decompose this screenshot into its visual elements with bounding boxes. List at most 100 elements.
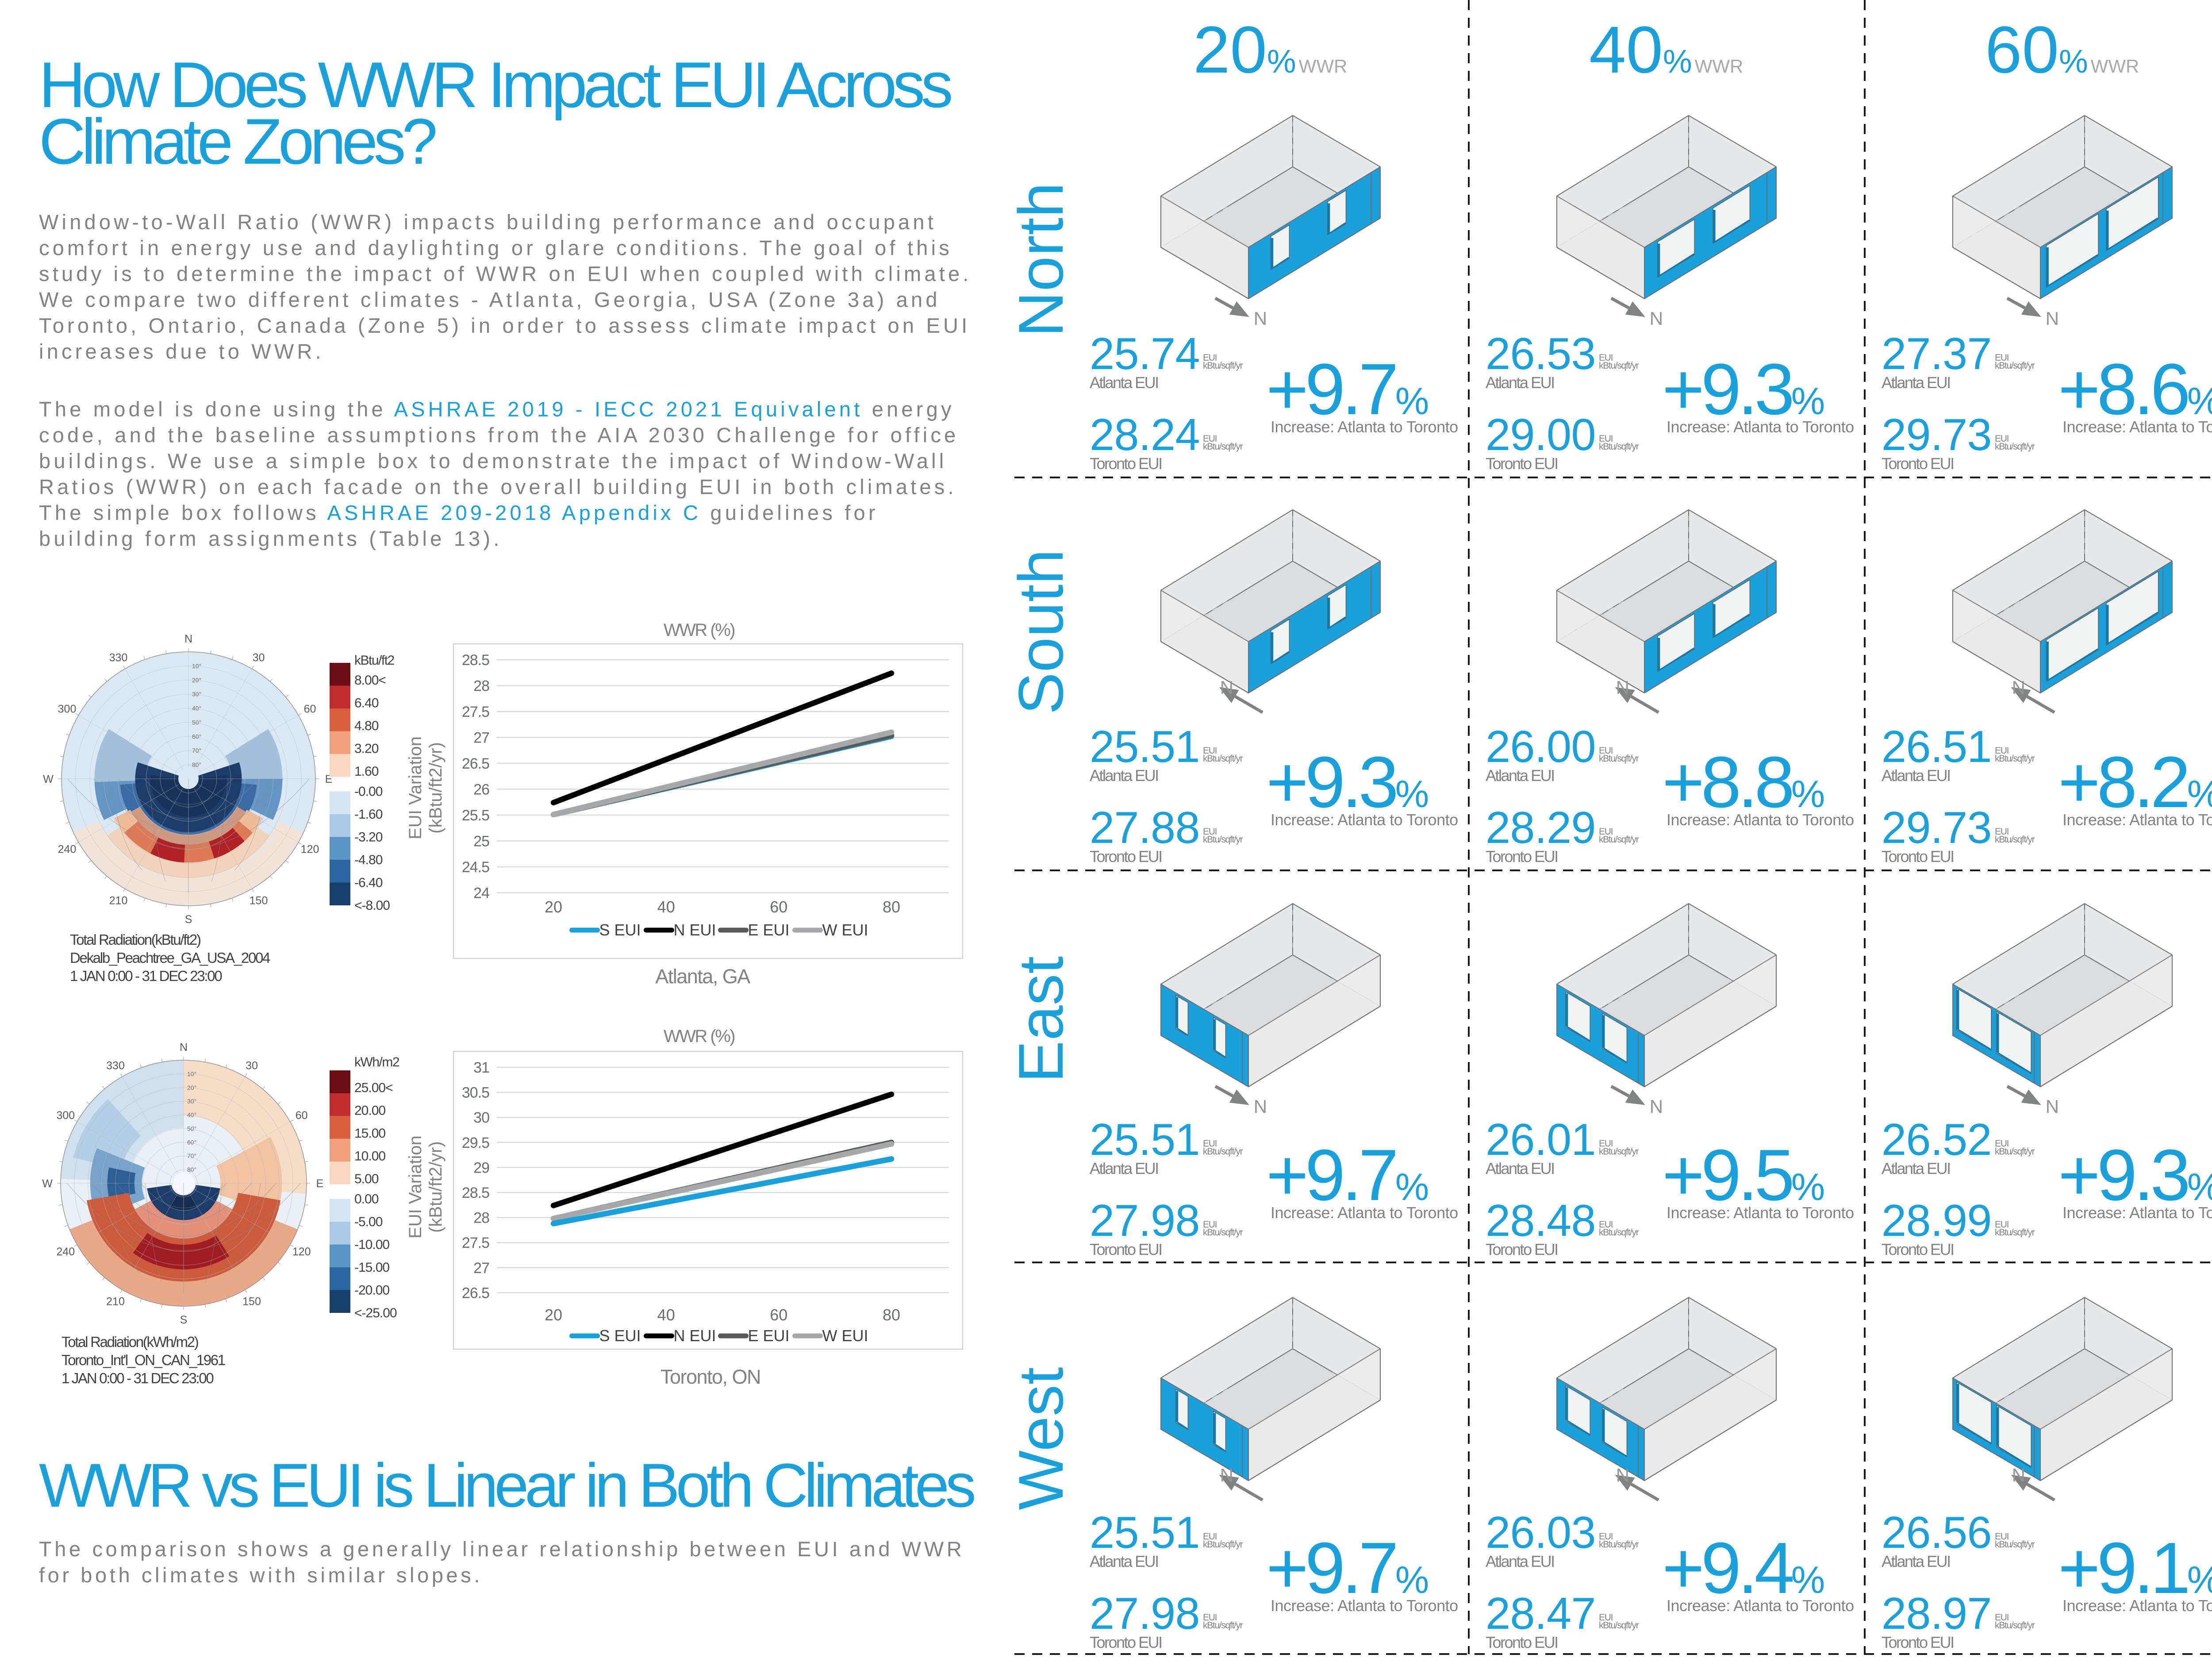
svg-text:EUI: EUI	[1203, 1531, 1217, 1542]
svg-text:EUI: EUI	[1599, 1531, 1613, 1542]
svg-text:60: 60	[304, 703, 316, 716]
svg-text:kBtu/sqft/yr: kBtu/sqft/yr	[1203, 361, 1243, 371]
svg-text:Toronto EUI: Toronto EUI	[1882, 454, 1954, 473]
svg-text:Increase: Atlanta to Toronto: Increase: Atlanta to Toronto	[1271, 1597, 1458, 1615]
svg-text:The simple box follows ASHRAE: The simple box follows ASHRAE 209-2018 A…	[39, 501, 879, 524]
svg-text:+9.7%: +9.7%	[1266, 1135, 1429, 1216]
svg-text:240: 240	[58, 843, 77, 856]
svg-text:EUI: EUI	[1203, 1612, 1217, 1623]
svg-text:25.51: 25.51	[1090, 1115, 1200, 1165]
svg-text:150: 150	[242, 1296, 261, 1308]
svg-text:Atlanta EUI: Atlanta EUI	[1090, 1159, 1158, 1177]
svg-text:Atlanta EUI: Atlanta EUI	[1486, 766, 1554, 785]
svg-text:N: N	[2046, 1096, 2059, 1117]
svg-text:3.20: 3.20	[354, 742, 379, 756]
svg-text:N: N	[180, 1041, 188, 1054]
svg-text:kBtu/sqft/yr: kBtu/sqft/yr	[1599, 1539, 1639, 1550]
svg-text:W: W	[42, 1177, 53, 1190]
svg-text:S: S	[185, 913, 192, 926]
svg-text:<-8.00: <-8.00	[354, 898, 390, 913]
svg-text:30: 30	[246, 1059, 258, 1072]
svg-text:40°: 40°	[192, 705, 201, 712]
svg-text:N: N	[1650, 308, 1663, 329]
svg-text:1 JAN 0:00 - 31 DEC 23:00: 1 JAN 0:00 - 31 DEC 23:00	[61, 1370, 214, 1386]
svg-text:25.74: 25.74	[1090, 329, 1200, 379]
svg-text:30°: 30°	[192, 691, 201, 698]
svg-text:10°: 10°	[192, 662, 201, 669]
svg-text:EUI: EUI	[1203, 746, 1217, 756]
svg-text:Toronto, Ontario, Canada (Zone: Toronto, Ontario, Canada (Zone 5) in ord…	[39, 314, 970, 337]
svg-text:North: North	[1006, 182, 1076, 337]
svg-text:code, and the baseline assumpt: code, and the baseline assumptions from …	[39, 423, 959, 447]
svg-text:kWh/m2: kWh/m2	[354, 1055, 399, 1070]
svg-text:28: 28	[473, 678, 489, 695]
svg-text:28.48: 28.48	[1486, 1196, 1596, 1246]
svg-text:EUI: EUI	[1599, 353, 1613, 363]
svg-text:120: 120	[292, 1246, 311, 1258]
svg-text:The comparison shows a general: The comparison shows a generally linear …	[39, 1537, 964, 1561]
svg-text:Increase: Atlanta to Toronto: Increase: Atlanta to Toronto	[1271, 418, 1458, 436]
svg-text:26.5: 26.5	[462, 1285, 489, 1301]
svg-text:300: 300	[58, 703, 77, 716]
svg-text:40: 40	[657, 1306, 675, 1324]
svg-text:27.5: 27.5	[462, 704, 489, 720]
svg-text:kBtu/sqft/yr: kBtu/sqft/yr	[1203, 1539, 1243, 1550]
svg-text:20.00: 20.00	[354, 1104, 385, 1118]
svg-text:-0.00: -0.00	[354, 785, 383, 799]
svg-text:We compare two different clima: We compare two different climates - Atla…	[39, 288, 941, 312]
svg-text:Atlanta EUI: Atlanta EUI	[1486, 1159, 1554, 1177]
svg-text:27: 27	[473, 730, 489, 746]
svg-text:East: East	[1006, 956, 1076, 1083]
svg-text:EUI: EUI	[1203, 434, 1217, 444]
svg-text:30.5: 30.5	[462, 1085, 489, 1101]
svg-text:+8.2%: +8.2%	[2058, 742, 2212, 823]
svg-text:EUI: EUI	[1995, 353, 2008, 363]
svg-text:Atlanta, GA: Atlanta, GA	[655, 965, 750, 988]
svg-text:30: 30	[473, 1109, 489, 1126]
svg-text:Increase: Atlanta to Toronto: Increase: Atlanta to Toronto	[2062, 1597, 2212, 1615]
svg-text:25.51: 25.51	[1090, 722, 1200, 772]
svg-text:80°: 80°	[187, 1166, 196, 1173]
svg-text:EUI: EUI	[1599, 1139, 1613, 1149]
svg-text:+9.1%: +9.1%	[2058, 1527, 2212, 1608]
svg-text:buildings. We use a simple box: buildings. We use a simple box to demons…	[39, 449, 947, 473]
svg-text:70°: 70°	[187, 1152, 196, 1159]
svg-text:South: South	[1006, 549, 1076, 715]
svg-text:E EUI: E EUI	[748, 1327, 790, 1345]
svg-text:28.5: 28.5	[462, 652, 489, 669]
svg-text:Increase: Atlanta to Toronto: Increase: Atlanta to Toronto	[1667, 1597, 1854, 1615]
svg-text:kBtu/sqft/yr: kBtu/sqft/yr	[1995, 442, 2035, 452]
svg-text:Atlanta EUI: Atlanta EUI	[1882, 766, 1950, 785]
svg-text:WWR (%): WWR (%)	[664, 620, 734, 640]
svg-text:The model is done using the AS: The model is done using the ASHRAE 2019 …	[39, 397, 955, 421]
svg-text:20°: 20°	[187, 1084, 196, 1091]
svg-text:27: 27	[473, 1260, 489, 1277]
svg-text:kBtu/sqft/yr: kBtu/sqft/yr	[1995, 835, 2035, 845]
svg-text:study is to determine the impa: study is to determine the impact of WWR …	[39, 262, 972, 285]
svg-text:Toronto EUI: Toronto EUI	[1486, 1633, 1558, 1651]
svg-text:EUI: EUI	[1203, 353, 1217, 363]
svg-text:330: 330	[106, 1059, 125, 1072]
svg-text:EUI: EUI	[1599, 1612, 1613, 1623]
svg-text:S EUI: S EUI	[599, 1327, 641, 1345]
svg-text:26.56: 26.56	[1882, 1508, 1992, 1558]
svg-text:building form assignments (Tab: building form assignments (Table 13).	[39, 527, 503, 550]
svg-text:EUI: EUI	[1995, 1220, 2008, 1230]
svg-text:25.00<: 25.00<	[354, 1081, 393, 1095]
svg-text:WWR vs EUI is Linear in Both C: WWR vs EUI is Linear in Both Climates	[39, 1450, 974, 1520]
svg-text:25: 25	[473, 833, 489, 850]
svg-text:W EUI: W EUI	[822, 1327, 868, 1345]
svg-text:kBtu/sqft/yr: kBtu/sqft/yr	[1599, 1146, 1639, 1157]
svg-text:Increase: Atlanta to Toronto: Increase: Atlanta to Toronto	[1667, 811, 1854, 829]
svg-text:-5.00: -5.00	[354, 1215, 383, 1229]
svg-text:0.00: 0.00	[354, 1192, 379, 1207]
svg-text:kBtu/sqft/yr: kBtu/sqft/yr	[1203, 835, 1243, 845]
svg-text:+9.3%: +9.3%	[2058, 1135, 2212, 1216]
svg-text:N: N	[1220, 1465, 1233, 1485]
svg-text:Total Radiation(kWh/m2): Total Radiation(kWh/m2)	[61, 1334, 198, 1350]
svg-text:28.5: 28.5	[462, 1185, 489, 1201]
svg-text:27.37: 27.37	[1882, 329, 1992, 379]
svg-text:N EUI: N EUI	[674, 921, 716, 939]
svg-text:Increase: Atlanta to Toronto: Increase: Atlanta to Toronto	[2062, 811, 2212, 829]
svg-text:60: 60	[296, 1109, 308, 1122]
